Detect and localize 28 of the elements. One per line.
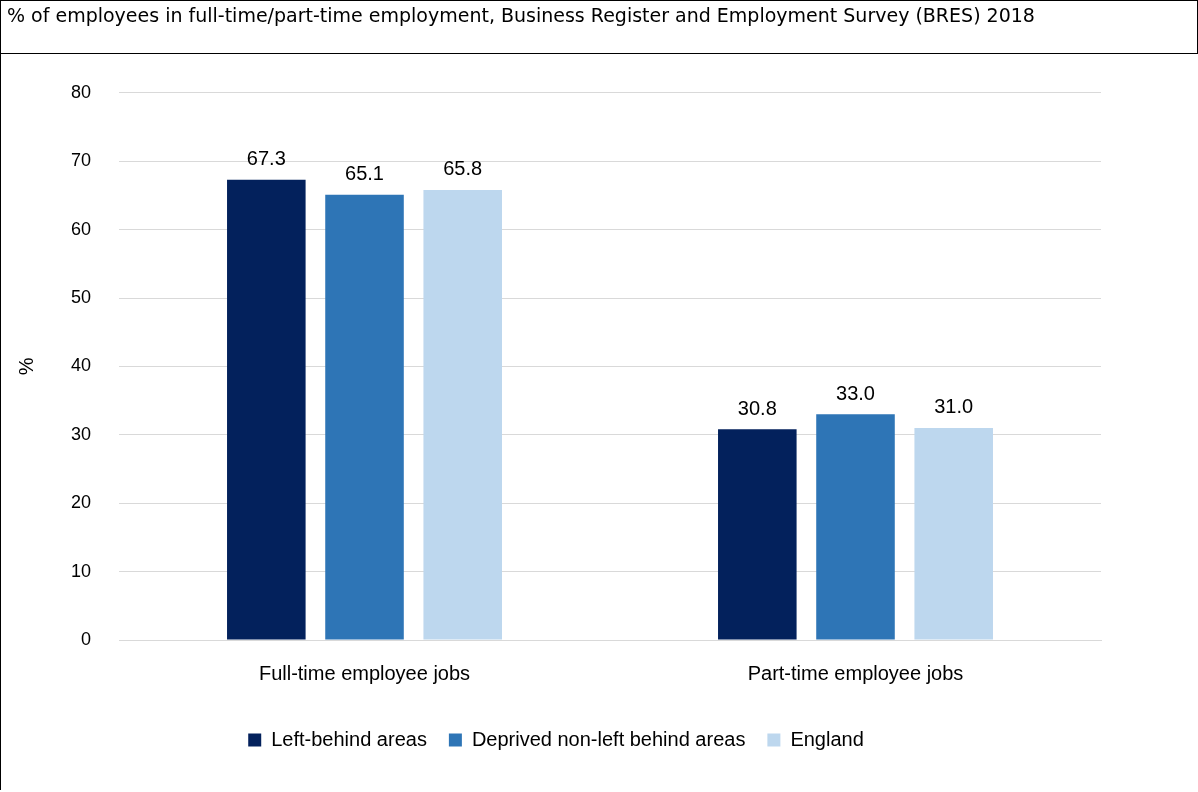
bar [325,194,404,640]
y-tick-label: 70 [70,150,92,171]
bar [423,189,502,640]
y-tick-label: 50 [70,286,92,307]
text: 65.1 [345,162,384,185]
y-tick-label: 60 [70,218,92,239]
text: 30.8 [737,396,777,419]
y-tick-label: 10 [70,560,92,581]
x-tick-label: Part-time employee jobs [747,661,964,684]
x-tick-label: Full-time employee jobs [258,661,471,684]
y-axis-title: % [14,357,37,376]
legend-label: England [790,727,864,750]
bar [914,427,993,640]
bar [816,414,895,640]
text: 31.0 [934,395,974,418]
y-tick-label: 80 [70,81,92,102]
y-tick-label: 40 [70,355,92,376]
bar [718,429,797,640]
text: 65.8 [443,157,483,180]
legend-label: Left-behind areas [271,727,427,750]
y-tick-label: 0 [81,628,92,649]
y-tick-label: 20 [70,492,92,513]
chart-title: % of employees in full-time/part-time employment, Business Register and Employment Survey (BRES) 2018 [0,0,1198,54]
legend-label: Deprived non-left behind areas [471,727,746,750]
bar [227,179,306,640]
y-tick-label: 30 [70,423,92,444]
text: 67.3 [246,147,286,170]
text: 33.0 [836,381,875,404]
